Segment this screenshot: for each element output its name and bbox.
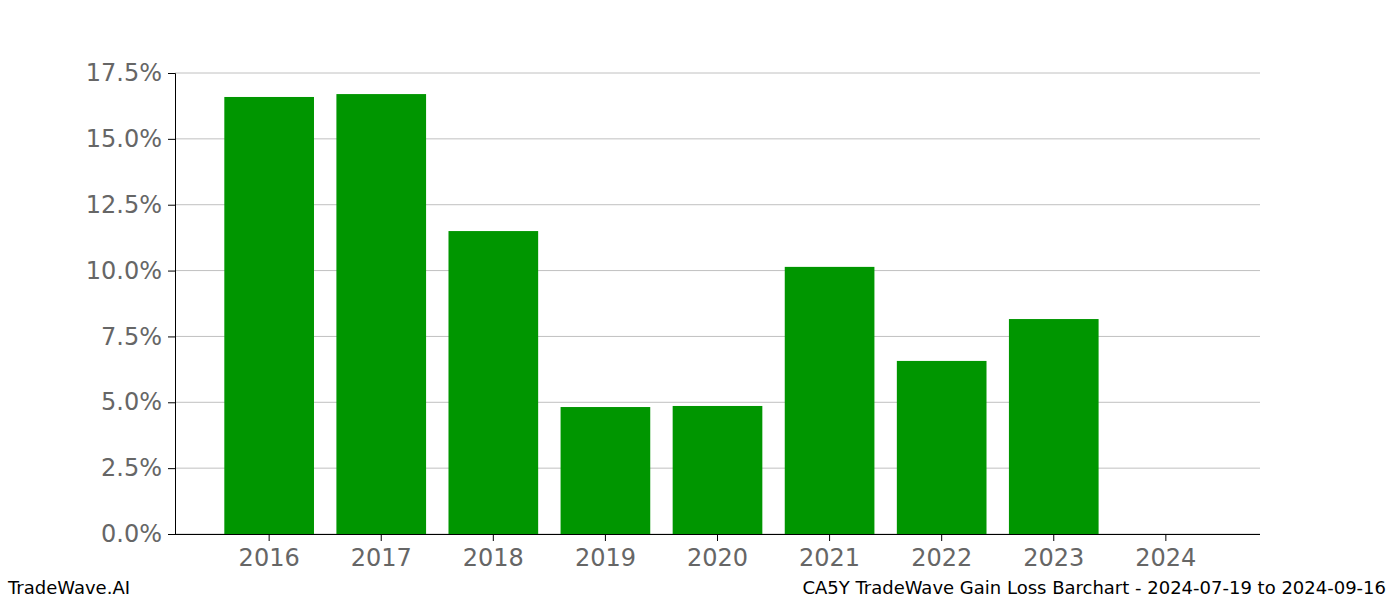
- y-tick: 10.0%: [86, 257, 175, 285]
- x-tick-mark: [1165, 534, 1166, 541]
- y-tick-mark: [168, 534, 175, 535]
- x-tick-label: 2019: [575, 544, 636, 572]
- y-axis-line: [168, 74, 176, 535]
- x-tick-label: 2021: [799, 544, 860, 572]
- y-tick-mark: [168, 402, 175, 403]
- x-tick-label: 2017: [351, 544, 412, 572]
- y-tick: 0.0%: [101, 520, 175, 548]
- x-tick: 2021: [799, 534, 860, 572]
- x-tick: 2022: [911, 534, 972, 572]
- x-tick-label: 2024: [1135, 544, 1196, 572]
- x-tick: 2024: [1135, 534, 1196, 572]
- x-tick-label: 2016: [239, 544, 300, 572]
- y-tick-label: 0.0%: [101, 520, 162, 548]
- x-tick: 2017: [351, 534, 412, 572]
- x-tick: 2019: [575, 534, 636, 572]
- chart: 0.0% 2.5% 5.0% 7.5% 10.0% 12.5% 15.0% 17.5% 2016…: [0, 0, 1400, 600]
- y-tick-mark: [168, 336, 175, 337]
- y-tick: 15.0%: [86, 125, 175, 153]
- x-tick-label: 2023: [1023, 544, 1084, 572]
- x-tick-mark: [1053, 534, 1054, 541]
- y-tick-label: 5.0%: [101, 388, 162, 416]
- y-tick-mark: [168, 271, 175, 272]
- grid-line: [175, 73, 1260, 74]
- y-tick-label: 12.5%: [86, 191, 162, 219]
- bar: [561, 407, 651, 534]
- y-tick-mark: [168, 468, 175, 469]
- x-tick: 2020: [687, 534, 748, 572]
- x-tick-mark: [605, 534, 606, 541]
- grid: [175, 73, 1260, 534]
- y-tick: 17.5%: [86, 59, 175, 87]
- x-tick-mark: [829, 534, 830, 541]
- y-tick-mark: [168, 139, 175, 140]
- y-tick: 5.0%: [101, 388, 175, 416]
- x-tick: 2016: [239, 534, 300, 572]
- x-axis: 2016 2017 2018 2019 2020 2021 2022 2023 2024: [175, 534, 1260, 572]
- y-axis: 0.0% 2.5% 5.0% 7.5% 10.0% 12.5% 15.0% 17.5%: [86, 59, 176, 548]
- y-tick: 2.5%: [101, 454, 175, 482]
- y-tick-label: 10.0%: [86, 257, 162, 285]
- x-tick-label: 2020: [687, 544, 748, 572]
- y-tick-mark: [168, 205, 175, 206]
- bar: [224, 97, 314, 534]
- bar: [1121, 534, 1211, 535]
- annotation: TradeWave.AI: [7, 577, 130, 598]
- x-tick-mark: [269, 534, 270, 541]
- y-tick-label: 7.5%: [101, 323, 162, 351]
- bar: [897, 361, 987, 534]
- x-tick-label: 2022: [911, 544, 972, 572]
- x-tick-label: 2018: [463, 544, 524, 572]
- y-tick-label: 2.5%: [101, 454, 162, 482]
- y-tick-label: 15.0%: [86, 125, 162, 153]
- bar: [673, 406, 763, 534]
- x-tick: 2018: [463, 534, 524, 572]
- title: CA5Y TradeWave Gain Loss Barchart - 2024…: [802, 577, 1386, 598]
- y-tick-mark: [168, 73, 175, 74]
- x-tick: 2023: [1023, 534, 1084, 572]
- x-tick-mark: [941, 534, 942, 541]
- y-tick: 7.5%: [101, 323, 175, 351]
- y-tick: 12.5%: [86, 191, 175, 219]
- bar: [785, 267, 875, 534]
- x-tick-mark: [381, 534, 382, 541]
- bar: [1009, 319, 1099, 534]
- x-tick-mark: [717, 534, 718, 541]
- y-tick-label: 17.5%: [86, 59, 162, 87]
- bars: [224, 94, 1098, 534]
- bar: [336, 94, 426, 534]
- x-tick-mark: [493, 534, 494, 541]
- bar: [448, 231, 538, 534]
